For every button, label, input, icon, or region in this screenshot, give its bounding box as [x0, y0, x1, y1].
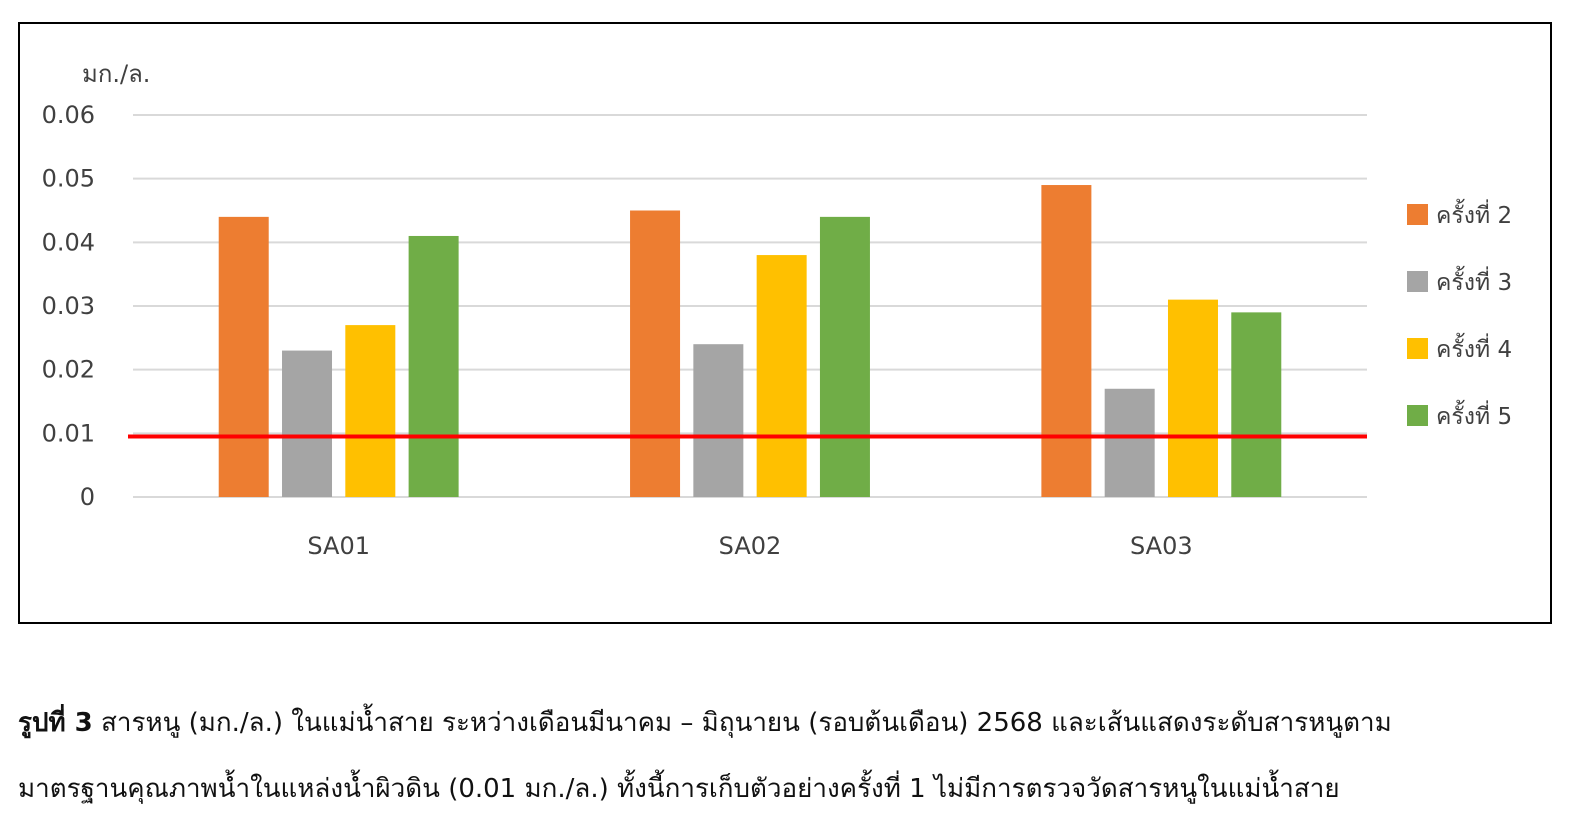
legend-swatch [1407, 204, 1428, 225]
chart-frame: มก./ล. 0 0.01 0.02 0.03 0.04 0.05 0.06 SA01 SA0… [18, 22, 1552, 624]
y-axis-ticks: 0 0.01 0.02 0.03 0.04 0.05 0.06 [42, 101, 95, 511]
bar [756, 255, 807, 497]
bar [693, 344, 744, 497]
bar [819, 216, 870, 497]
bar [1231, 312, 1282, 497]
legend: ครั้งที่ 2 ครั้งที่ 3 ครั้งที่ 4 ครั้งที่ 5 [1407, 199, 1512, 430]
arsenic-bar-chart: มก./ล. 00.010.020.030.040.050.06 SA01 SA0… [42, 60, 1513, 560]
y-tick-label: 0.02 [42, 356, 95, 384]
legend-swatch [1407, 405, 1428, 426]
y-tick-label: 0.05 [42, 165, 95, 193]
y-tick-label: 0.03 [42, 292, 95, 320]
bars [218, 185, 1282, 498]
y-tick-label: 0.04 [42, 228, 95, 256]
legend-label: ครั้งที่ 5 [1436, 400, 1512, 430]
x-category-label: SA03 [1130, 532, 1193, 560]
bar [1167, 299, 1218, 497]
legend-swatch [1407, 271, 1428, 292]
bar [408, 235, 459, 497]
bar [1041, 185, 1092, 498]
bar [345, 325, 396, 497]
y-tick-label: 0.06 [42, 101, 95, 129]
y-tick-label: 0.01 [42, 419, 95, 447]
x-axis-categories: SA01 SA02 SA03 [307, 532, 1192, 560]
bar [282, 350, 333, 497]
gridlines [133, 114, 1367, 498]
caption-line-1: รูปที่ 3 สารหนู (มก./ล.) ในแม่น้ำสาย ระห… [18, 690, 1554, 756]
x-category-label: SA01 [307, 532, 370, 560]
legend-label: ครั้งที่ 3 [1436, 266, 1512, 296]
legend-label: ครั้งที่ 4 [1436, 333, 1512, 363]
y-tick-label: 0 [80, 483, 95, 511]
figure-caption: รูปที่ 3 สารหนู (มก./ล.) ในแม่น้ำสาย ระห… [18, 690, 1554, 822]
legend-label: ครั้งที่ 2 [1436, 199, 1512, 229]
y-axis-unit-label: มก./ล. [82, 60, 150, 88]
bar [1104, 388, 1155, 497]
caption-text-1: สารหนู (มก./ล.) ในแม่น้ำสาย ระหว่างเดือน… [101, 708, 1392, 738]
x-category-label: SA02 [719, 532, 782, 560]
bar [218, 216, 269, 497]
caption-line-2: มาตรฐานคุณภาพน้ำในแหล่งน้ำผิวดิน (0.01 ม… [18, 774, 1340, 804]
caption-label: รูปที่ 3 [18, 708, 93, 738]
legend-swatch [1407, 338, 1428, 359]
bar [630, 210, 681, 497]
